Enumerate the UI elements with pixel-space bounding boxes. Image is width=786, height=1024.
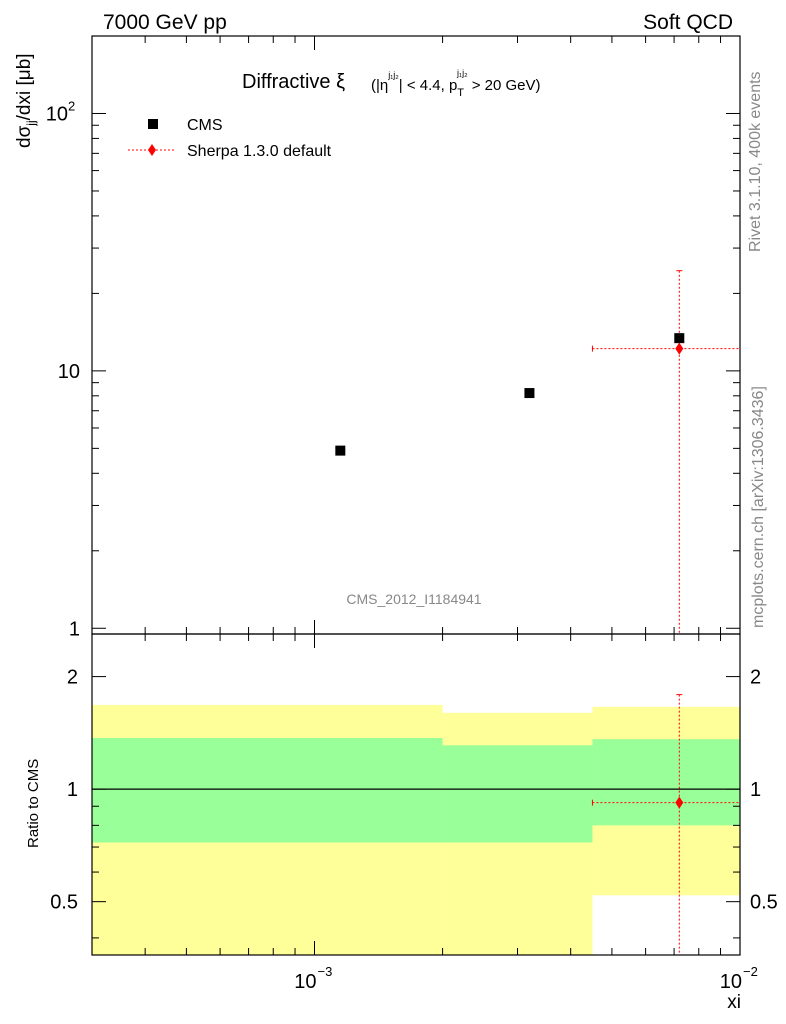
- ratio-y-tick-label-right: 0.5: [750, 892, 778, 914]
- cms-data-point: [674, 333, 685, 344]
- ratio-sherpa-point: [675, 796, 684, 809]
- ratio-y-tick-label: 2: [67, 667, 78, 689]
- y-tick-label: 10: [58, 361, 80, 383]
- title-sup1: j₁j₂: [387, 70, 399, 80]
- y-tick-label: 10: [46, 103, 68, 125]
- sherpa-data-point: [675, 342, 684, 355]
- x-tick-label: 10: [720, 971, 742, 993]
- title-cut2: | < 4.4, p: [399, 77, 458, 94]
- legend-cms-label: CMS: [187, 117, 223, 134]
- ylabel-sub: jj: [24, 120, 38, 126]
- ratio-band-green: [92, 738, 443, 843]
- y-tick-label: 1: [69, 618, 80, 640]
- main-title: Diffractive ξ: [242, 71, 345, 93]
- source-label: mcplots.cern.ch [arXiv:1306.3436]: [750, 386, 767, 628]
- title-main-text: Diffractive ξ: [242, 71, 345, 93]
- legend: CMS Sherpa 1.3.0 default: [128, 117, 332, 160]
- legend-sherpa-label: Sherpa 1.3.0 default: [187, 143, 332, 160]
- x-axis-label: xi: [727, 992, 741, 1013]
- cms-data-point: [524, 388, 535, 399]
- main-ylabel: dσjj/dxi [μb]: [14, 53, 38, 148]
- cms-data-point: [335, 445, 346, 456]
- title-sup2: j₁j₂: [456, 68, 468, 78]
- x-tick-exponent: −2: [743, 964, 758, 979]
- ratio-y-tick-label: 1: [67, 779, 78, 801]
- header-left: 7000 GeV pp: [103, 11, 227, 34]
- header-right: Soft QCD: [643, 11, 733, 34]
- ratio-band-green: [592, 739, 740, 826]
- x-tick-label: 10: [294, 971, 316, 993]
- title-cut3: > 20 GeV): [468, 77, 541, 94]
- rivet-label: Rivet 3.1.10, 400k events: [747, 71, 764, 252]
- title-cut1: (|η: [371, 77, 388, 94]
- ratio-frame: [91, 633, 741, 956]
- ratio-plot-area: [92, 704, 740, 955]
- ratio-y-tick-label-right: 2: [750, 667, 761, 689]
- ratio-ylabel: Ratio to CMS: [25, 759, 42, 848]
- x-tick-exponent: −3: [317, 964, 332, 979]
- main-data-marks: [335, 270, 741, 634]
- ratio-band-green: [442, 745, 593, 843]
- ratio-y-tick-label-right: 1: [750, 779, 761, 801]
- analysis-watermark: CMS_2012_I1184941: [346, 591, 481, 607]
- ratio-axis-ticks: 0.5 0.51 12 210 −3 10 −2: [50, 634, 778, 993]
- y-tick-exponent: 2: [68, 98, 75, 113]
- ratio-y-tick-label: 0.5: [50, 892, 78, 914]
- title-cuts: (|ηj₁j₂| < 4.4, pTj₁j₂ > 20 GeV): [371, 68, 541, 99]
- legend-sherpa-marker: [148, 144, 156, 156]
- legend-cms-marker: [148, 119, 158, 129]
- title-sub2: T: [457, 87, 464, 99]
- ylabel-main: dσ: [14, 125, 35, 148]
- ylabel-tail: /dxi [μb]: [14, 53, 35, 120]
